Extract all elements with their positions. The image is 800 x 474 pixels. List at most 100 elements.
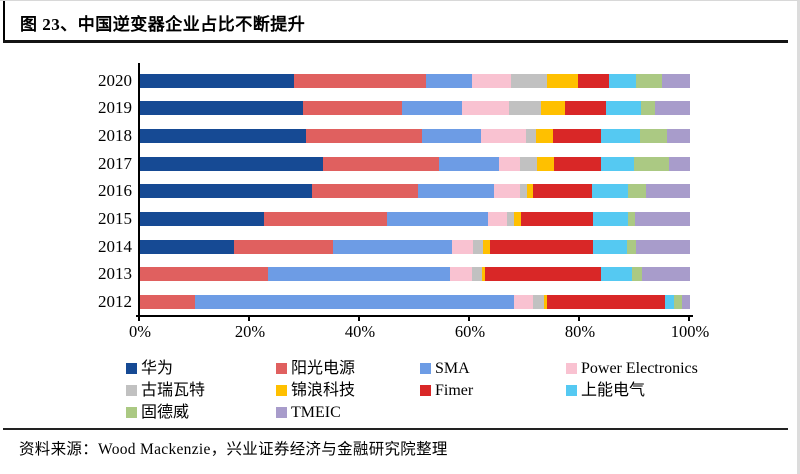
- bar-segment-2014-华为: [140, 239, 235, 254]
- bar-segment-2016-TMEIC: [646, 184, 690, 199]
- figure-title: 图 23、中国逆变器企业占比不断提升: [20, 15, 306, 34]
- bar-segment-2020-Fimer: [578, 73, 609, 88]
- year-label-2016: 2016: [98, 181, 132, 201]
- legend-label-Power Electronics: Power Electronics: [581, 360, 698, 377]
- legend-item-古瑞瓦特: 古瑞瓦特: [126, 380, 276, 401]
- bar-segment-2014-锦浪科技: [483, 239, 491, 254]
- bar-segment-2019-固德威: [641, 101, 656, 116]
- legend-label-SMA: SMA: [435, 360, 470, 377]
- x-tick-label-60%: 60%: [454, 322, 486, 341]
- legend-swatch-Fimer: [420, 385, 431, 396]
- bar-segment-2020-TMEIC: [662, 73, 690, 88]
- bar-segment-2019-锦浪科技: [540, 101, 565, 116]
- year-label-2015: 2015: [98, 209, 132, 229]
- x-tick-label-0%: 0%: [129, 322, 151, 341]
- x-tick-mark-20%: [248, 317, 250, 321]
- legend-item-SMA: SMA: [420, 358, 566, 379]
- bar-row-2013: [140, 267, 690, 282]
- bar-segment-2020-SMA: [426, 73, 473, 88]
- bar-segment-2012-Power Electronics: [514, 295, 534, 310]
- bar-segment-2020-锦浪科技: [546, 73, 579, 88]
- bar-segment-2016-SMA: [418, 184, 494, 199]
- legend-item-锦浪科技: 锦浪科技: [276, 380, 420, 401]
- legend-label-华为: 华为: [141, 360, 174, 377]
- legend-item-华为: 华为: [126, 358, 276, 379]
- x-tick-mark-0%: [138, 317, 140, 321]
- bar-segment-2018-上能电气: [601, 129, 640, 144]
- bar-segment-2019-SMA: [402, 101, 463, 116]
- bar-segment-2018-固德威: [639, 129, 668, 144]
- legend-item-Power Electronics: Power Electronics: [566, 358, 726, 379]
- bar-segment-2015-锦浪科技: [513, 212, 522, 227]
- bar-row-2018: [140, 129, 690, 144]
- x-axis-line: [136, 315, 693, 317]
- bar-segment-2012-固德威: [673, 295, 682, 310]
- bar-segment-2020-华为: [140, 73, 294, 88]
- bar-segment-2015-TMEIC: [635, 212, 690, 227]
- legend-item-Fimer: Fimer: [420, 380, 566, 401]
- bar-segment-2016-固德威: [627, 184, 647, 199]
- bar-segment-2012-锦浪科技: [544, 295, 547, 310]
- bar-segment-2020-Power Electronics: [472, 73, 511, 88]
- bar-row-2014: [140, 239, 690, 254]
- legend-item-固德威: 固德威: [126, 402, 276, 423]
- legend-swatch-TMEIC: [276, 407, 287, 418]
- x-tick-label-40%: 40%: [344, 322, 376, 341]
- legend-swatch-阳光电源: [276, 363, 287, 374]
- bar-segment-2013-Power Electronics: [449, 267, 472, 282]
- bar-segment-2013-固德威: [631, 267, 642, 282]
- bar-segment-2019-古瑞瓦特: [509, 101, 541, 116]
- x-tick-label-20%: 20%: [234, 322, 266, 341]
- x-tick-label-100%: 100%: [670, 322, 710, 341]
- bar-segment-2014-固德威: [627, 239, 637, 254]
- bar-segment-2013-TMEIC: [641, 267, 690, 282]
- bar-segment-2017-阳光电源: [323, 156, 440, 171]
- bar-segment-2017-古瑞瓦特: [520, 156, 538, 171]
- source-note: 资料来源：Wood Mackenzie，兴业证券经济与金融研究院整理: [19, 441, 448, 458]
- year-label-2012: 2012: [98, 292, 132, 312]
- bar-segment-2016-阳光电源: [312, 184, 419, 199]
- bar-segment-2018-Power Electronics: [480, 129, 526, 144]
- legend-swatch-固德威: [126, 407, 137, 418]
- x-axis-tick-labels: 0% 20% 40% 60% 80% 100%: [115, 322, 715, 342]
- bar-segment-2014-古瑞瓦特: [473, 239, 484, 254]
- bar-segment-2018-阳光电源: [305, 129, 423, 144]
- bar-segment-2017-Fimer: [553, 156, 602, 171]
- legend-label-古瑞瓦特: 古瑞瓦特: [141, 382, 206, 399]
- stacked-bar-chart: [140, 67, 690, 316]
- legend-label-TMEIC: TMEIC: [291, 404, 341, 421]
- x-tick-label-80%: 80%: [564, 322, 596, 341]
- bar-segment-2014-Power Electronics: [452, 239, 474, 254]
- bar-segment-2015-SMA: [387, 212, 488, 227]
- bar-segment-2019-TMEIC: [655, 101, 690, 116]
- bar-segment-2016-锦浪科技: [526, 184, 534, 199]
- bar-segment-2018-华为: [140, 129, 306, 144]
- year-label-2018: 2018: [98, 126, 132, 146]
- bar-segment-2014-上能电气: [593, 239, 628, 254]
- bar-segment-2020-阳光电源: [294, 73, 426, 88]
- legend-swatch-上能电气: [566, 385, 577, 396]
- year-label-2014: 2014: [98, 236, 132, 256]
- bar-segment-2012-Fimer: [547, 295, 666, 310]
- legend-label-阳光电源: 阳光电源: [291, 360, 356, 377]
- legend-swatch-古瑞瓦特: [126, 385, 137, 396]
- bar-segment-2014-TMEIC: [636, 239, 690, 254]
- bar-segment-2017-上能电气: [601, 156, 635, 171]
- bar-segment-2012-SMA: [195, 295, 514, 310]
- bar-segment-2020-上能电气: [608, 73, 637, 88]
- year-label-2019: 2019: [98, 98, 132, 118]
- bar-segment-2015-Power Electronics: [487, 212, 508, 227]
- x-tick-mark-40%: [358, 317, 360, 321]
- bar-segment-2015-阳光电源: [264, 212, 388, 227]
- bar-segment-2019-Fimer: [564, 101, 606, 116]
- year-label-2013: 2013: [98, 264, 132, 284]
- bar-row-2016: [140, 184, 690, 199]
- bar-segment-2012-TMEIC: [681, 295, 690, 310]
- bar-segment-2012-古瑞瓦特: [533, 295, 545, 310]
- bar-segment-2019-华为: [140, 101, 304, 116]
- bar-segment-2014-SMA: [333, 239, 453, 254]
- bar-segment-2016-华为: [140, 184, 313, 199]
- bar-segment-2015-固德威: [627, 212, 636, 227]
- bar-segment-2018-古瑞瓦特: [525, 129, 536, 144]
